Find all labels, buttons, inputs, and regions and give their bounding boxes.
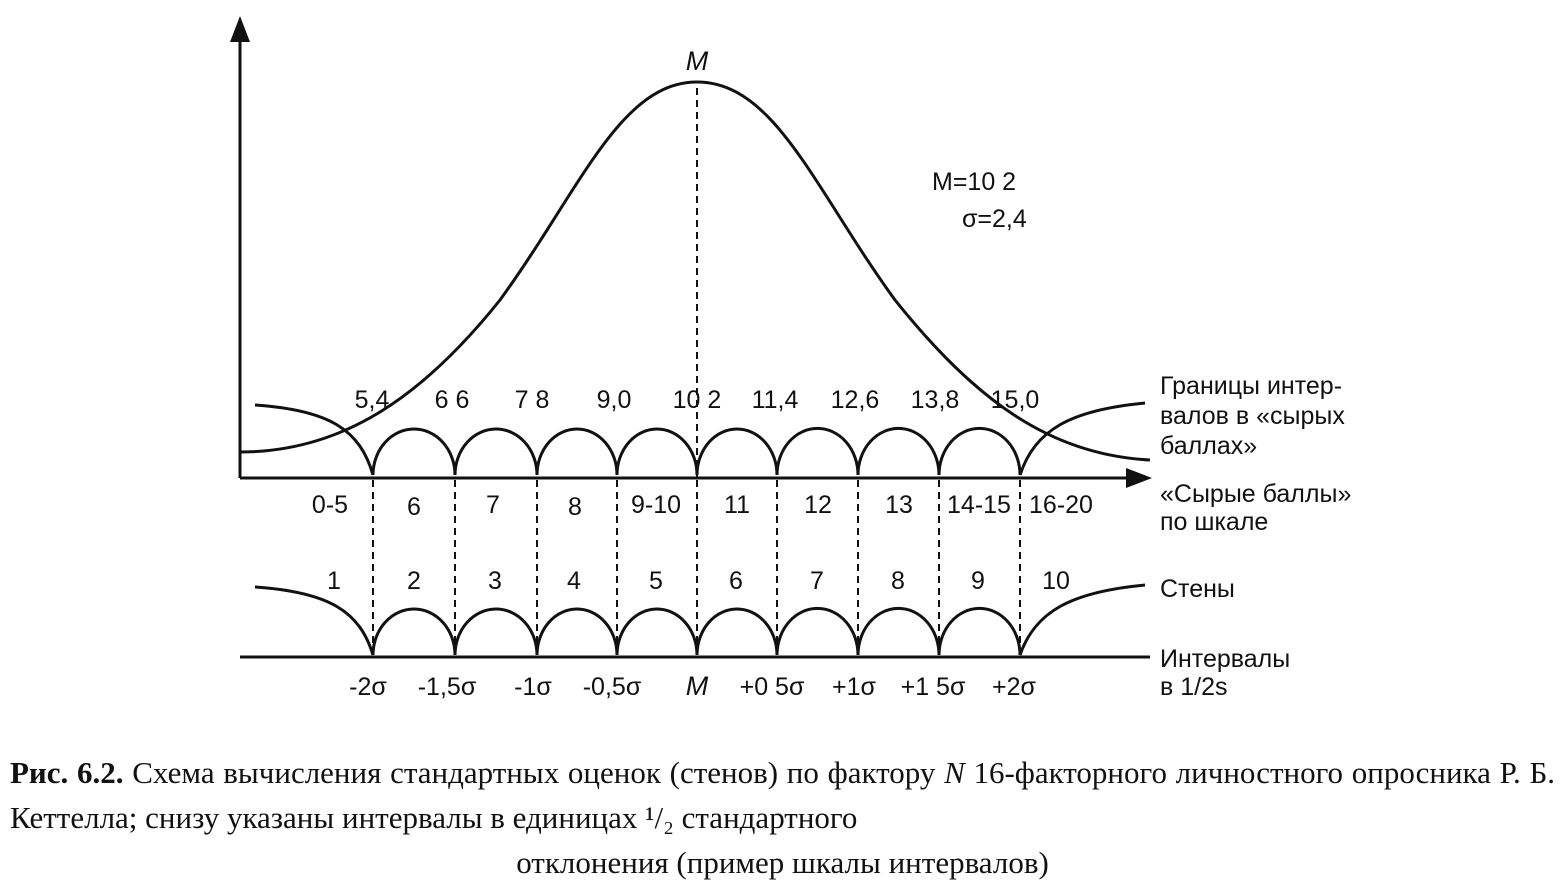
svg-text:«Сырые баллы»: «Сырые баллы»	[1160, 480, 1351, 508]
svg-text:M: M	[686, 671, 709, 701]
svg-text:+2σ: +2σ	[992, 673, 1037, 701]
svg-text:-2σ: -2σ	[349, 673, 387, 701]
svg-text:6: 6	[407, 493, 421, 521]
mean-param: M=10 2	[932, 168, 1016, 196]
svg-text:баллах»: баллах»	[1160, 432, 1257, 460]
caption-text-4: отклонения (пример шкалы интервалов)	[516, 845, 1049, 880]
sigma-param: σ=2,4	[962, 205, 1027, 233]
svg-text:7 8: 7 8	[515, 386, 550, 414]
sigma-labels: -2σ -1,5σ -1σ -0,5σ M +0 5σ +1σ +1 5σ +2…	[349, 671, 1036, 701]
svg-text:2: 2	[407, 567, 421, 595]
svg-text:6 6: 6 6	[435, 386, 470, 414]
peak-label: M	[686, 46, 709, 76]
left-tail-lower	[254, 585, 375, 656]
caption-text-3: стандартного	[673, 800, 858, 835]
svg-text:5,4: 5,4	[355, 386, 390, 414]
svg-text:-0,5σ: -0,5σ	[583, 673, 642, 701]
caption-half: ¹/₂	[645, 800, 674, 835]
svg-text:14-15: 14-15	[947, 491, 1011, 519]
svg-text:15,0: 15,0	[991, 386, 1040, 414]
normal-curve	[239, 80, 1151, 462]
svg-text:0-5: 0-5	[312, 491, 348, 519]
svg-text:7: 7	[810, 567, 824, 595]
svg-text:12,6: 12,6	[831, 386, 880, 414]
svg-text:7: 7	[486, 491, 500, 519]
dashed-dividers	[372, 480, 1021, 657]
svg-text:-1,5σ: -1,5σ	[418, 673, 477, 701]
sten-labels: 1 2 3 4 5 6 7 8 9 10	[327, 567, 1070, 595]
sten-scale-diagram: M M=10 2 σ=2,4 5,4 6 6 7 8 9,0 10 2 11,4…	[230, 16, 1351, 701]
svg-text:+1σ: +1σ	[832, 673, 877, 701]
lower-arcs	[371, 606, 1022, 656]
svg-text:3: 3	[488, 567, 502, 595]
svg-text:по шкале: по шкале	[1160, 508, 1268, 536]
svg-text:валов в «сырых: валов в «сырых	[1160, 402, 1345, 430]
svg-text:4: 4	[567, 567, 581, 595]
svg-text:+0 5σ: +0 5σ	[740, 673, 805, 701]
svg-text:Интервалы: Интервалы	[1160, 645, 1290, 673]
svg-text:1: 1	[327, 567, 341, 595]
caption-text-2: 16-факторного личностного опросника Р. Б…	[10, 755, 1556, 835]
svg-text:9-10: 9-10	[631, 491, 681, 519]
svg-text:5: 5	[649, 567, 663, 595]
svg-text:11: 11	[724, 491, 750, 519]
svg-text:16-20: 16-20	[1029, 491, 1093, 519]
svg-text:11,4: 11,4	[752, 386, 799, 414]
svg-text:в 1/2s: в 1/2s	[1160, 673, 1227, 701]
svg-text:Границы интер-: Границы интер-	[1160, 372, 1342, 400]
boundary-labels: 5,4 6 6 7 8 9,0 10 2 11,4 12,6 13,8 15,0	[355, 386, 1040, 414]
caption-factor: N	[944, 755, 965, 790]
svg-text:13,8: 13,8	[911, 386, 960, 414]
svg-text:9: 9	[971, 567, 985, 595]
svg-text:8: 8	[891, 567, 905, 595]
svg-text:10: 10	[1042, 567, 1070, 595]
figure-number: Рис. 6.2.	[10, 755, 124, 790]
svg-text:12: 12	[804, 491, 832, 519]
svg-text:8: 8	[568, 493, 582, 521]
caption-text-1: Схема вычисления стандартных оценок (сте…	[123, 755, 945, 790]
row-labels: Границы интер- валов в «сырых баллах» «С…	[1160, 372, 1351, 701]
right-tail-upper	[1018, 401, 1146, 476]
svg-text:10 2: 10 2	[673, 386, 722, 414]
upper-arcs	[371, 426, 1022, 476]
svg-text:-1σ: -1σ	[514, 673, 552, 701]
left-tail-upper	[254, 403, 375, 476]
raw-score-labels: 0-5 6 7 8 9-10 11 12 13 14-15 16-20	[312, 491, 1093, 521]
svg-text:9,0: 9,0	[597, 386, 632, 414]
svg-text:13: 13	[885, 491, 913, 519]
right-tail-lower	[1018, 583, 1146, 656]
x-axis-arrow	[1126, 468, 1152, 488]
svg-text:6: 6	[729, 567, 743, 595]
svg-text:+1 5σ: +1 5σ	[901, 673, 966, 701]
svg-text:Стены: Стены	[1160, 575, 1235, 603]
figure-caption: Рис. 6.2. Схема вычисления стандартных о…	[10, 750, 1555, 885]
y-axis-arrow	[230, 16, 250, 42]
